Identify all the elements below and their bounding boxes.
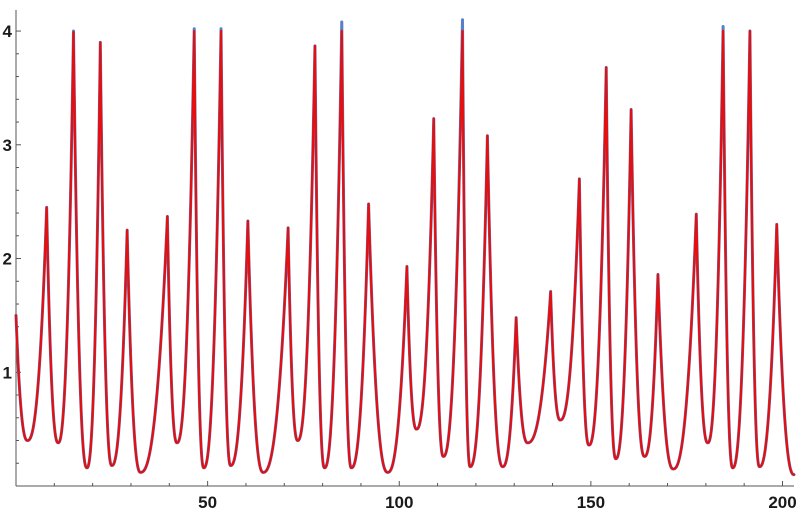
series-layer <box>14 18 796 477</box>
y-tick-label: 1 <box>3 363 12 382</box>
x-tick-label: 50 <box>198 493 217 512</box>
x-tick-label: 100 <box>385 493 413 512</box>
axes <box>15 10 794 487</box>
y-tick-label: 2 <box>3 250 12 269</box>
x-tick-label: 150 <box>577 493 605 512</box>
tick-labels: 50 100 150 200 1 2 3 4 <box>3 22 797 512</box>
x-tick-label: 200 <box>768 493 796 512</box>
y-tick-label: 3 <box>3 136 12 155</box>
series-line-2 <box>14 29 796 476</box>
y-tick-label: 4 <box>3 22 13 41</box>
